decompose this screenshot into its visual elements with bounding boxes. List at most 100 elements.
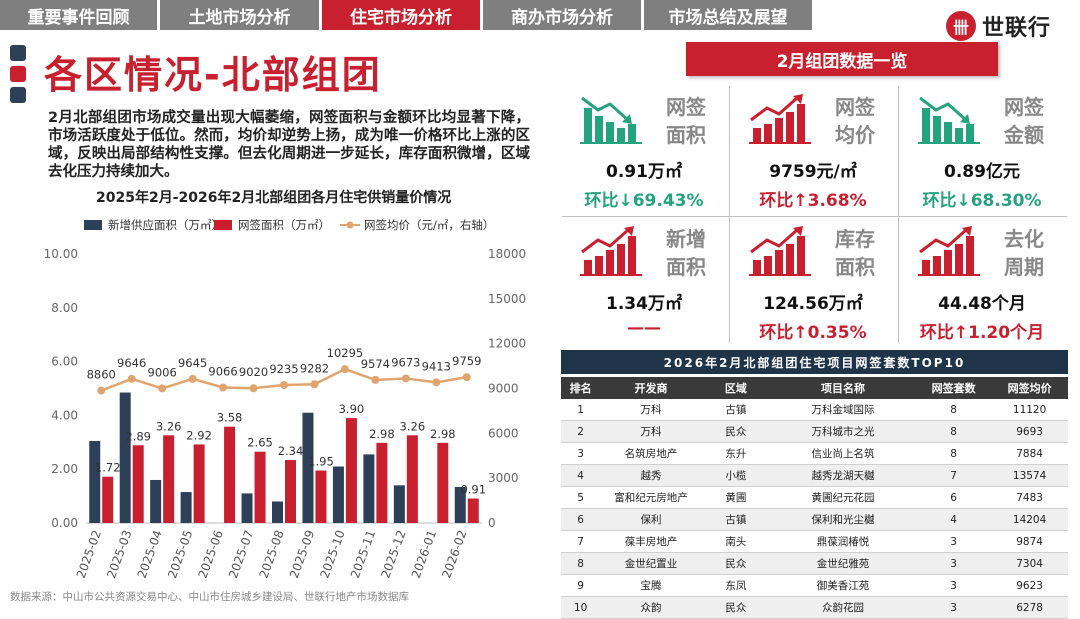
y-right-tick-label: 3000 [488, 471, 519, 485]
price-data-label: 9235 [269, 362, 298, 376]
y-right-tick-label: 15000 [488, 292, 526, 306]
x-tick-label: 2025-07 [226, 528, 256, 580]
bar-new-supply [180, 492, 192, 523]
x-tick-label: 2025-09 [287, 528, 317, 580]
page-title: 各区情况-北部组团 [44, 53, 382, 97]
price-point [249, 384, 258, 393]
kpi-label: 网签 金额 [994, 93, 1054, 149]
tab-residential-market[interactable]: 住宅市场分析 [322, 0, 480, 30]
price-point [158, 384, 167, 393]
bar-data-label: 2.92 [186, 428, 212, 442]
cell-district: 古镇 [701, 399, 770, 421]
cell-rank: 8 [561, 552, 601, 575]
price-point [219, 383, 228, 392]
price-data-label: 9006 [148, 365, 177, 379]
cell-developer: 金世纪置业 [600, 552, 702, 575]
y-right-tick-label: 12000 [488, 337, 526, 351]
legend-label: 新增供应面积（万㎡） [108, 218, 223, 232]
kpi-label: 新增 面积 [656, 225, 716, 281]
bar-new-supply [393, 485, 405, 523]
divider [729, 86, 730, 343]
bar-new-supply [241, 493, 253, 523]
cell-rank: 5 [561, 486, 601, 509]
kpi-card: 网签 金额 0.89亿元 环比↓68.30% [900, 86, 1064, 213]
price-point [280, 380, 288, 389]
trend-up-chart-icon [749, 226, 811, 276]
kpi-label-line: 面积 [835, 255, 875, 279]
cell-units: 3 [916, 552, 992, 575]
y-left-tick-label: 6.00 [51, 355, 78, 369]
kpi-value: 0.91万㎡ [606, 162, 682, 182]
bar-data-label: 2.98 [369, 427, 395, 441]
y-right-tick-label: 9000 [488, 382, 519, 396]
kpi-label-line: 面积 [666, 255, 706, 279]
kpi-label-line: 网签 [1004, 95, 1044, 119]
kpi-value: 1.34万㎡ [606, 294, 682, 314]
brand-mark-icon: 卌 [946, 11, 976, 41]
kpi-label: 去化 周期 [994, 225, 1054, 281]
kpi-value: 124.56万㎡ [763, 294, 863, 314]
kpi-card: 网签 面积 0.91万㎡ 环比↓69.43% [562, 86, 726, 213]
cell-district: 民众 [701, 552, 770, 575]
tab-key-events[interactable]: 重要事件回顾 [0, 0, 157, 30]
cell-avg-price: 9623 [991, 574, 1068, 597]
tab-summary-outlook[interactable]: 市场总结及展望 [644, 0, 812, 30]
bar-data-label: 2.65 [247, 436, 273, 450]
table-row: 2 万科 民众 万科城市之光 8 9693 [561, 420, 1068, 443]
col-header-developer: 开发商 [600, 377, 702, 399]
intro-paragraph: 2月北部组团市场成交量出现大幅萎缩，网签面积与金额环比均显著下降，市场活跃度处于… [48, 110, 530, 180]
trend-down-chart-icon [918, 96, 980, 144]
price-point [188, 374, 197, 383]
cell-developer: 万科 [600, 420, 702, 443]
cell-avg-price: 9874 [991, 530, 1068, 553]
price-point [127, 374, 136, 383]
x-tick-label: 2025-02 [74, 528, 104, 580]
kpi-label: 网签 均价 [825, 93, 885, 149]
price-data-label: 9413 [422, 359, 451, 373]
cell-project: 信业尚上名筑 [770, 442, 917, 465]
bar-data-label: 3.26 [156, 419, 182, 433]
cell-avg-price: 7304 [991, 552, 1068, 575]
cell-developer: 葆丰房地产 [600, 530, 702, 553]
x-tick-label: 2025-11 [348, 528, 378, 580]
tab-land-market[interactable]: 土地市场分析 [160, 0, 319, 30]
cell-project: 金世纪雅苑 [770, 552, 917, 575]
table-row: 7 葆丰房地产 南头 鼎葆润椿悦 3 9874 [561, 530, 1068, 553]
kpi-label: 库存 面积 [825, 225, 885, 281]
bar-signed-area [437, 442, 449, 523]
kpi-card: 去化 周期 44.48个月 环比↑1.20个月 [900, 218, 1064, 345]
tab-commercial-market[interactable]: 商办市场分析 [483, 0, 641, 30]
table-row: 3 名筑房地产 东升 信业尚上名筑 8 7884 [561, 442, 1068, 465]
x-tick-label: 2025-06 [196, 528, 226, 580]
cell-project: 鼎葆润椿悦 [770, 530, 917, 553]
bar-signed-area [102, 476, 114, 523]
chart-title: 2025年2月-2026年2月北部组团各月住宅供销量价情况 [96, 190, 452, 206]
cell-developer: 名筑房地产 [600, 442, 702, 465]
brand-logo: 卌 世联行 [946, 10, 1051, 42]
cell-avg-price: 7884 [991, 442, 1068, 465]
kpi-label-line: 新增 [666, 227, 706, 251]
bar-signed-area [315, 470, 327, 523]
kpi-change: 环比↓68.30% [922, 191, 1042, 211]
legend-swatch-1 [214, 220, 232, 230]
data-source: 数据来源：中山市公共资源交易中心、中山市住房城乡建设局、世联行地产市场数据库 [10, 591, 409, 603]
cell-developer: 富和纪元房地产 [600, 486, 702, 509]
bar-data-label: 3.58 [217, 411, 243, 425]
marker-square-icon [10, 66, 26, 82]
price-data-label: 9282 [300, 361, 329, 375]
kpi-change: 环比↑0.35% [759, 323, 867, 343]
price-data-label: 9645 [178, 356, 207, 370]
kpi-change: —— [627, 318, 661, 338]
bar-new-supply [302, 412, 314, 523]
table-row: 9 宝腾 东凤 御美香江苑 3 9623 [561, 574, 1068, 597]
x-tick-label: 2026-01 [409, 528, 439, 580]
table-row: 4 越秀 小榄 越秀龙湖天樾 7 13574 [561, 464, 1068, 487]
kpi-label-line: 去化 [1004, 227, 1044, 251]
y-left-tick-label: 4.00 [51, 408, 78, 422]
cell-developer: 保利 [600, 508, 702, 531]
kpi-card: 库存 面积 124.56万㎡ 环比↑0.35% [731, 218, 895, 345]
top10-table: 排名 开发商 区域 项目名称 网签套数 网签均价 1 万科 古镇 万科金域国际 8 111… [561, 377, 1068, 619]
bar-new-supply [119, 392, 131, 523]
price-data-label: 9066 [208, 365, 237, 379]
cell-project: 越秀龙湖天樾 [770, 464, 917, 487]
